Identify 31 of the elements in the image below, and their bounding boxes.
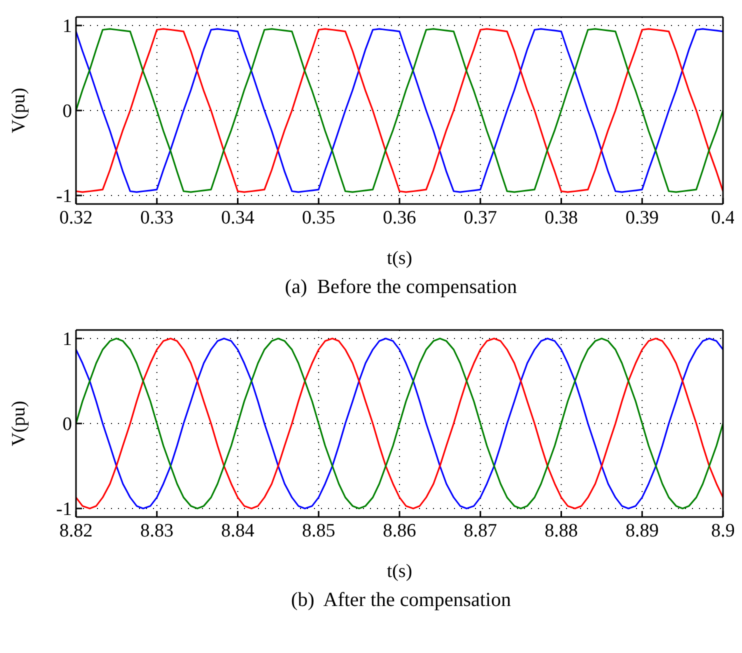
x-tick-label: 8.87: [464, 520, 497, 542]
line-series: [76, 338, 723, 510]
x-tick-label: 0.36: [382, 207, 416, 228]
x-tick-label: 0.35: [302, 207, 336, 228]
x-tick-label: 8.83: [140, 520, 174, 542]
x-tick-label: 0.37: [464, 207, 497, 228]
x-tick-label: 8.82: [59, 520, 93, 542]
y-tick-label: 0: [62, 414, 72, 436]
x-tick-label: 8.89: [626, 520, 659, 542]
text: (a) Before the compensation: [284, 276, 518, 299]
x-tick-label: 0.38: [544, 207, 578, 228]
x-tick-label: 8.86: [382, 520, 416, 542]
line-series: [76, 28, 723, 193]
y-tick-label: 1: [62, 329, 72, 350]
y-axis-title: V(pu): [8, 88, 30, 134]
y-tick-label: -1: [56, 499, 72, 520]
x-tick-label: 8.9: [711, 520, 735, 542]
y-tick-label: 0: [62, 101, 72, 122]
text: (b) After the compensation: [290, 589, 512, 612]
y-tick-label: -1: [56, 186, 72, 208]
x-axis-title: t(s): [386, 561, 412, 582]
y-tick-label: 1: [62, 16, 72, 38]
x-tick-label: 0.33: [140, 207, 174, 228]
x-tick-label: 0.32: [59, 207, 93, 228]
x-tick-label: 0.34: [221, 207, 255, 228]
y-axis-title: V(pu): [8, 400, 30, 446]
x-tick-label: 0.39: [626, 207, 659, 228]
x-tick-label: 8.88: [544, 520, 578, 542]
x-tick-label: 8.85: [302, 520, 336, 542]
x-axis-title: t(s): [386, 248, 412, 269]
x-tick-label: 8.84: [221, 520, 255, 542]
